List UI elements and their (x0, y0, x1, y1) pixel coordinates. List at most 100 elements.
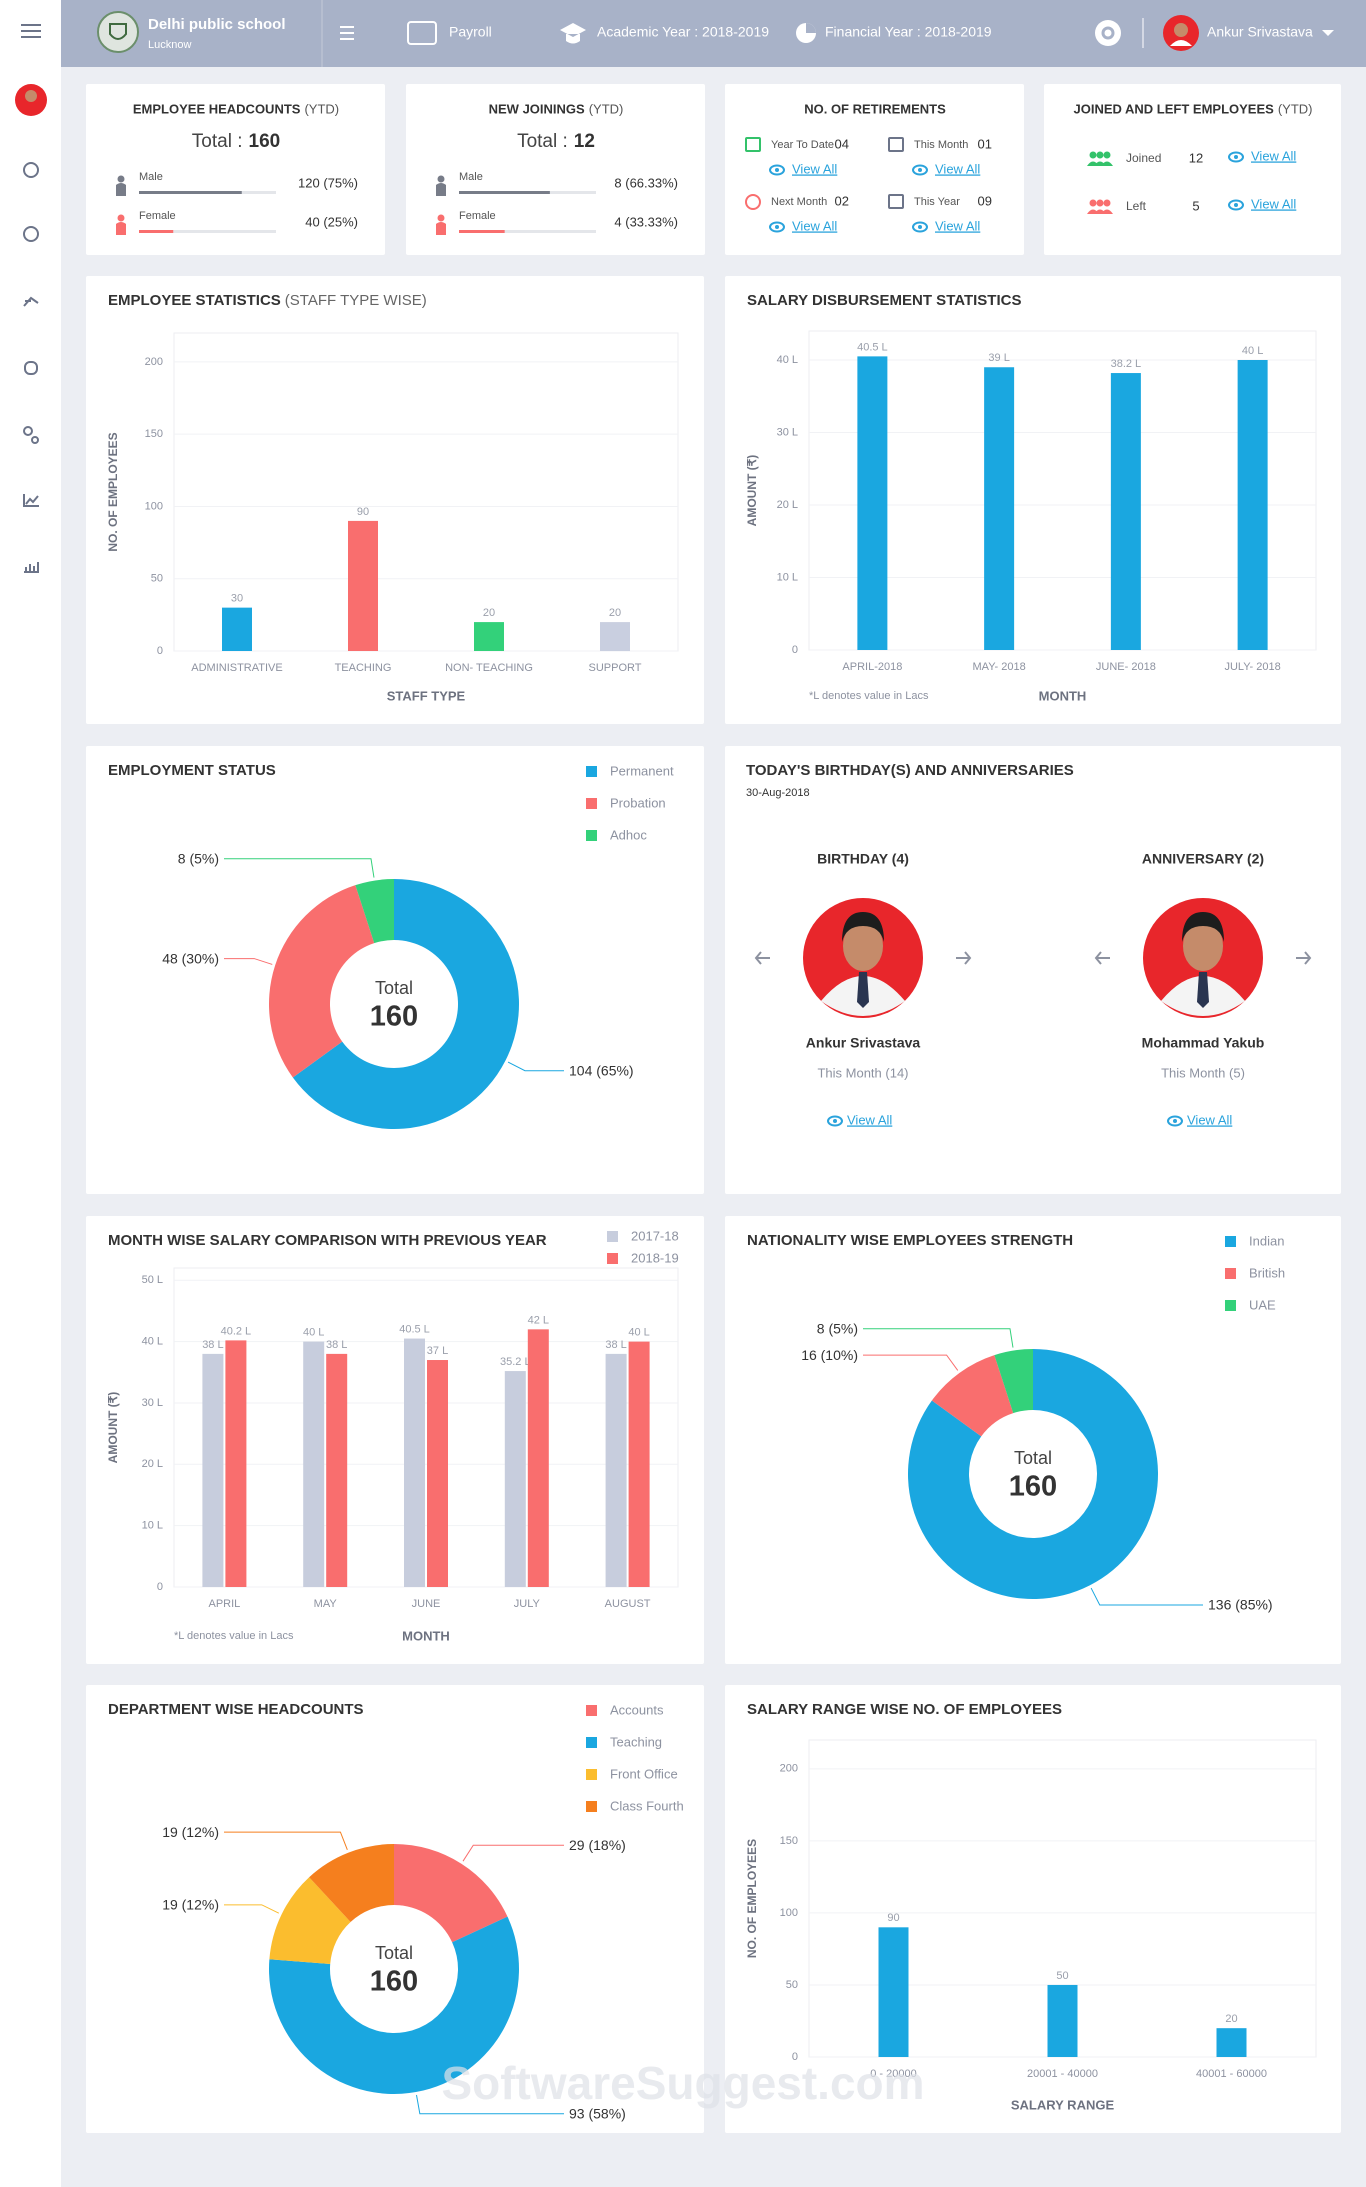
nav-icon[interactable] (23, 226, 39, 242)
financial-year[interactable]: Financial Year : 2018-2019 (825, 24, 992, 40)
view-all-link[interactable]: View All (792, 218, 837, 233)
view-icon (1167, 1115, 1183, 1127)
settings-button[interactable] (1095, 20, 1121, 46)
item-value: 12 (1189, 150, 1203, 165)
nav-icon[interactable] (23, 426, 39, 444)
nav-icon[interactable] (23, 162, 39, 178)
x-axis-label: STAFF TYPE (387, 688, 466, 703)
financial-icon-slice (806, 23, 816, 33)
card-bg (725, 746, 1341, 1194)
card-title: MONTH WISE SALARY COMPARISON WITH PREVIO… (108, 1232, 547, 1249)
card-bg (86, 1685, 704, 2133)
card: MONTH WISE SALARY COMPARISON WITH PREVIO… (86, 1216, 704, 1664)
avatar-face (25, 90, 37, 102)
nav-payroll[interactable]: Payroll (449, 24, 492, 40)
y-tick-label: 50 (151, 573, 163, 585)
view-icon-pupil (918, 168, 922, 172)
person-icon-body (116, 222, 126, 235)
data-label: 42 L (528, 1314, 549, 1326)
axis-note: *L denotes value in Lacs (809, 690, 929, 702)
bar (202, 1353, 224, 1587)
item-value: 04 (835, 136, 849, 151)
card-title: TODAY'S BIRTHDAY(S) AND ANNIVERSARIES (746, 762, 1074, 779)
carousel-arrow[interactable] (1296, 951, 1312, 965)
view-all-link[interactable]: View All (1251, 148, 1296, 163)
view-all-link[interactable]: View All (935, 161, 980, 176)
view-all-link[interactable]: View All (792, 161, 837, 176)
leader-line (1090, 1587, 1203, 1606)
group-icon-head (1089, 199, 1097, 207)
x-tick-label: JULY (514, 1598, 541, 1610)
nav-icon[interactable] (23, 494, 39, 507)
view-all-link[interactable]: View All (1251, 196, 1296, 211)
nav-icon[interactable] (24, 562, 39, 573)
nav-icon[interactable] (23, 296, 39, 307)
group-icon-head (1096, 151, 1104, 159)
bar (474, 622, 504, 651)
view-all-link[interactable]: View All (847, 1112, 892, 1127)
donut-slice (355, 879, 394, 944)
card: SALARY DISBURSEMENT STATISTICS 0 10 L 20 L 3… (725, 276, 1341, 724)
card-title: DEPARTMENT WISE HEADCOUNTS (108, 1701, 364, 1718)
x-tick-label: AUGUST (605, 1598, 651, 1610)
x-axis-label: MONTH (1039, 688, 1087, 703)
view-all-link[interactable]: View All (1187, 1112, 1232, 1127)
person-note: This Month (14) (817, 1065, 908, 1080)
slice-label: 16 (10%) (801, 1347, 858, 1363)
legend-swatch (586, 1737, 597, 1748)
academic-year[interactable]: Academic Year : 2018-2019 (597, 24, 769, 40)
item-label: This Month (914, 139, 968, 151)
carousel-arrow[interactable] (956, 951, 972, 965)
list-icon[interactable] (340, 26, 354, 40)
bar (1110, 373, 1141, 650)
y-tick-label: 20 L (142, 1458, 163, 1470)
slice-label: 8 (5%) (817, 1321, 858, 1337)
card: SALARY RANGE WISE NO. OF EMPLOYEES 0 50 100… (725, 1685, 1341, 2133)
card: EMPLOYEE HEADCOUNTS (YTD) Total : 160 Male 12… (86, 84, 385, 255)
x-tick-label: 20001 - 40000 (1027, 2068, 1098, 2080)
row-value: 4 (33.33%) (614, 214, 678, 229)
item-value: 01 (978, 136, 992, 151)
x-tick-label: 40001 - 60000 (1196, 2068, 1267, 2080)
donut-slice (269, 1916, 519, 2094)
view-all-link[interactable]: View All (935, 218, 980, 233)
y-axis-label: NO. OF EMPLOYEES (745, 1839, 759, 1958)
x-tick-label: MAY- 2018 (973, 661, 1026, 673)
center-label: Total (375, 978, 413, 998)
section-heading: ANNIVERSARY (2) (1142, 851, 1264, 867)
view-icon (1228, 151, 1244, 163)
card-bg (1044, 84, 1341, 255)
bar (878, 1927, 909, 2057)
legend-swatch (1225, 1268, 1236, 1279)
view-icon (827, 1115, 843, 1127)
slice-label: 19 (12%) (162, 1824, 219, 1840)
carousel-arrow[interactable] (1094, 951, 1110, 965)
school-logo[interactable] (97, 11, 139, 53)
settings-gear (1101, 26, 1115, 40)
x-tick-label: ADMINISTRATIVE (191, 662, 282, 674)
item-value: 02 (835, 193, 849, 208)
nav-icon[interactable] (24, 361, 38, 375)
user-name[interactable]: Ankur Srivastava (1207, 24, 1313, 40)
legend-label: British (1249, 1265, 1285, 1280)
legend-label: Probation (610, 795, 666, 810)
row-label: Male (139, 171, 163, 183)
y-tick-label: 100 (780, 1907, 798, 1919)
person-name: Mohammad Yakub (1142, 1035, 1265, 1051)
legend-label: Front Office (610, 1766, 678, 1781)
bar (1237, 360, 1268, 650)
calendar-icon (888, 194, 904, 209)
data-label: 38.2 L (1111, 358, 1142, 370)
item-label: Year To Date (771, 139, 834, 151)
axis-note: *L denotes value in Lacs (174, 1630, 294, 1642)
user-menu-caret[interactable] (1322, 30, 1334, 36)
view-icon (769, 221, 785, 233)
photo-tie (1197, 972, 1209, 1008)
menu-button[interactable] (21, 24, 41, 38)
group-icon-head (1096, 199, 1104, 207)
data-label: 38 L (605, 1339, 626, 1351)
legend-label: Indian (1249, 1233, 1284, 1248)
carousel-arrow[interactable] (754, 951, 770, 965)
title-suffix: (YTD) (589, 101, 624, 116)
